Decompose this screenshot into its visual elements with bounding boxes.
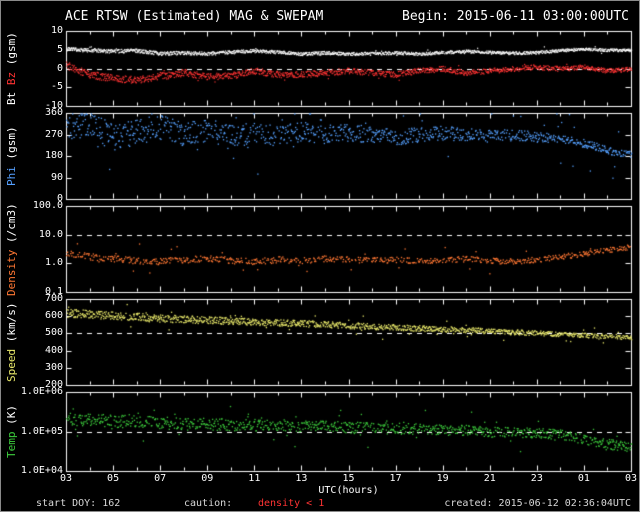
- y-axis-label-part: (K): [5, 405, 18, 425]
- y-axis-label-part: Bz: [5, 65, 18, 86]
- y-tick-label: 10: [50, 25, 63, 36]
- y-tick-label: 1.0E+06: [20, 386, 63, 397]
- y-axis-label-part: (gsm): [5, 32, 18, 66]
- x-tick-label: 07: [154, 473, 167, 484]
- y-tick-label: 1.0E+04: [20, 465, 63, 476]
- y-tick-label: 0: [56, 193, 63, 204]
- begin-timestamp: Begin: 2015-06-11 03:00:00UTC: [402, 9, 629, 24]
- x-tick-label: 01: [577, 473, 590, 484]
- footer-caution-label: caution:: [184, 498, 233, 509]
- footer-created-timestamp: created: 2015-06-12 02:36:04UTC: [444, 498, 631, 509]
- x-tick-label: 19: [436, 473, 449, 484]
- y-axis-label-part: Phi: [5, 159, 18, 186]
- y-tick-label: 0.1: [44, 286, 63, 297]
- y-tick-label: 0: [56, 62, 63, 74]
- y-axis-label-part: (km/s): [5, 302, 18, 343]
- y-tick-label: 10.0: [38, 228, 63, 240]
- y-axis-label-speed: Speed (km/s): [5, 302, 18, 383]
- y-axis-label-part: Density: [5, 242, 18, 296]
- y-tick-label: 180: [44, 150, 63, 161]
- x-tick-label: 05: [107, 473, 120, 484]
- y-tick-label: 400: [44, 344, 63, 356]
- x-tick-label: 15: [342, 473, 355, 484]
- y-tick-label: 600: [44, 310, 63, 322]
- x-tick-label: 23: [530, 473, 543, 484]
- y-tick-label: -10: [44, 100, 63, 111]
- x-tick-label: 11: [248, 473, 261, 484]
- x-tick-label: 13: [295, 473, 308, 484]
- x-tick-label: 21: [483, 473, 496, 484]
- y-tick-label: 360: [44, 107, 63, 118]
- y-axis-label-part: (gsm): [5, 126, 18, 160]
- y-tick-label: 90: [50, 171, 63, 183]
- y-tick-label: 500: [44, 327, 63, 339]
- y-tick-label: 1.0E+05: [20, 425, 63, 437]
- y-axis-label-bt-bz: Bt Bz (gsm): [5, 32, 18, 105]
- x-tick-label: 03: [59, 473, 73, 484]
- x-axis-label: UTC(hours): [318, 485, 379, 496]
- y-tick-label: 300: [44, 361, 63, 373]
- plot-title: ACE RTSW (Estimated) MAG & SWEPAM: [65, 9, 324, 24]
- y-axis-label-density: Density (/cm3): [5, 202, 18, 296]
- x-tick-label: 17: [389, 473, 402, 484]
- y-axis-label-part: Speed: [5, 342, 18, 382]
- y-axis-label-temp: Temp (K): [5, 405, 18, 459]
- y-axis-label-part: Temp: [5, 424, 18, 459]
- y-tick-label: 270: [44, 128, 63, 140]
- y-tick-label: 200: [44, 379, 63, 390]
- y-tick-label: 700: [44, 293, 63, 304]
- y-tick-label: -5: [50, 81, 63, 93]
- y-axis-label-part: Bt: [5, 85, 18, 105]
- x-tick-label: 03: [624, 473, 638, 484]
- y-axis-label-phi: Phi (gsm): [5, 126, 18, 186]
- y-tick-label: 5: [56, 43, 63, 55]
- y-tick-label: 1.0: [44, 257, 63, 269]
- y-axis-label-part: (/cm3): [5, 202, 18, 243]
- y-tick-label: 100.0: [32, 200, 63, 211]
- footer-start-doy: start DOY: 162: [36, 498, 121, 509]
- footer-caution-value: density < 1: [258, 498, 325, 509]
- x-tick-label: 09: [201, 473, 214, 484]
